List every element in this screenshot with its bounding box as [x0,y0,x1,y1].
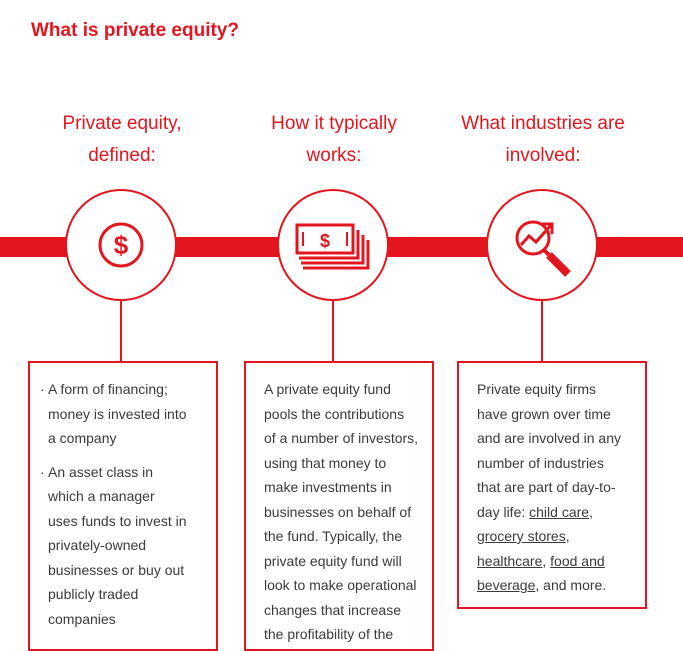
text-line: which a manager [48,488,155,504]
text-line: businesses or buy out [48,561,185,578]
dollar-circle-icon: $ [98,222,144,268]
text-line: money is invested into [48,405,187,422]
growth-chart-magnifier-icon [515,220,571,277]
text-line: look to make operational [264,577,417,593]
text-line: the profitability of the [264,626,394,642]
text-line: grocery stores, [477,524,645,549]
text-line: private equity fund will [264,552,402,569]
heading-line: involved: [505,145,581,166]
column-heading-industries: What industries are involved: [443,108,643,172]
text-line: A private equity fund [264,381,391,397]
list-item: · An asset class in which a manager uses… [40,460,216,632]
svg-text:$: $ [320,231,330,251]
column-heading-how-it-works: How it typically works: [234,108,434,172]
list-item: · A form of financing; money is invested… [40,377,216,451]
food-and-beverage-link[interactable]: food and [550,552,605,569]
food-and-beverage-link[interactable]: beverage [477,577,536,593]
text-line: using that money to [264,454,387,471]
connector-line [120,301,122,362]
column-heading-defined: Private equity, defined: [22,108,222,172]
heading-line: works: [306,145,362,166]
heading-line: Private equity, [62,113,182,134]
text-line: companies [48,610,116,627]
text-line: publicly traded [48,586,139,602]
cash-stack-icon: $ [295,223,370,270]
text-line: make investments in [264,479,392,495]
dollar-circle-badge: $ [65,189,177,301]
grocery-stores-link[interactable]: grocery stores [477,528,566,544]
heading-line: defined: [88,145,156,166]
healthcare-link[interactable]: healthcare [477,552,543,569]
text-line: An asset class in [48,463,154,480]
text-line: and are involved in any [477,430,621,446]
text-line: A form of financing; [48,381,168,397]
text-line: of a number of investors, [264,430,419,446]
text-line: a company [48,430,117,446]
text-fragment: , and more. [535,577,607,593]
growth-magnifier-badge [486,189,598,301]
text-line: have grown over time [477,405,611,422]
bullet-marker: · [40,381,45,397]
text-line: uses funds to invest in [48,512,187,529]
separator: , [565,528,570,544]
text-line: privately-owned [48,537,147,553]
industries-box: Private equity firms have grown over tim… [457,361,647,609]
separator: , [542,552,551,569]
text-line: number of industries [477,454,604,471]
text-line: businesses on behalf of [264,503,412,520]
connector-line [541,301,543,362]
text-line: day life: child care, [477,500,645,525]
cash-stack-badge: $ [277,189,389,301]
text-line: Private equity firms [477,381,597,397]
how-it-works-box: A private equity fund pools the contribu… [244,361,434,651]
separator: , [589,503,593,520]
heading-line: How it typically [271,113,397,134]
connector-line [332,301,334,362]
svg-text:$: $ [114,230,129,260]
heading-line: What industries are [461,113,625,134]
child-care-link[interactable]: child care [529,503,590,520]
text-line: that are part of day-to- [477,479,616,495]
page-title: What is private equity? [31,20,239,41]
definition-box: · A form of financing; money is invested… [28,361,218,651]
text-line: the fund. Typically, the [264,528,403,544]
text-line: beverage, and more. [477,573,645,598]
text-line: changes that increase [264,601,401,618]
bullet-marker: · [40,463,45,480]
text-line: healthcare, food and [477,549,645,574]
text-line: pools the contributions [264,405,405,422]
text-fragment: day life: [477,503,530,520]
